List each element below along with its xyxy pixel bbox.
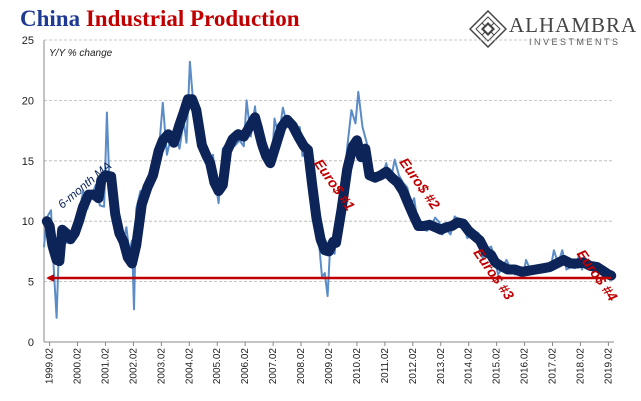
chart-title: China Industrial Production <box>20 6 300 32</box>
x-tick-label: 2010.02 <box>352 348 363 385</box>
x-tick-label: 2005.02 <box>212 348 223 385</box>
x-tick-label: 1999.02 <box>45 348 56 385</box>
x-tick-label: 2003.02 <box>156 348 167 385</box>
y-tick-label: 15 <box>22 156 34 168</box>
brand-subtitle: INVESTMENTS <box>529 37 621 47</box>
moving-average-line <box>41 94 617 281</box>
x-tick-label: 2011.02 <box>380 348 391 384</box>
x-tick-label: 2000.02 <box>73 348 84 385</box>
series <box>41 60 617 319</box>
x-tick-label: 2013.02 <box>436 348 447 385</box>
x-tick-label: 2012.02 <box>408 348 419 385</box>
x-tick-label: 2002.02 <box>128 348 139 385</box>
x-tick-label: 2019.02 <box>603 348 614 385</box>
title-part-1: China <box>20 6 86 31</box>
diamond-logo-icon <box>469 10 507 48</box>
brand-logo: ALHAMBRA INVESTMENTS <box>469 10 639 54</box>
axes: 0 5 10 15 20 25 1999.02 2000.02 2001.02 2002.02 20… <box>22 35 615 384</box>
y-tick-label: 5 <box>28 277 34 289</box>
y-tick-label: 20 <box>22 95 34 107</box>
x-tick-label: 2014.02 <box>464 348 475 385</box>
x-tick-label: 2016.02 <box>520 348 531 385</box>
x-tick-label: 2004.02 <box>184 348 195 385</box>
x-tick-label: 2015.02 <box>492 348 503 385</box>
x-tick-label: 2008.02 <box>296 348 307 385</box>
y-axis-label: Y/Y % change <box>49 48 113 59</box>
x-tick-label: 2006.02 <box>240 348 251 385</box>
x-tick-label: 2007.02 <box>268 348 279 385</box>
gridlines <box>44 39 614 283</box>
x-tick-label: 2001.02 <box>100 348 111 385</box>
title-part-2: Industrial Production <box>85 6 300 31</box>
y-tick-label: 10 <box>22 216 34 228</box>
y-tick-label: 25 <box>22 35 34 47</box>
x-tick-label: 2009.02 <box>324 348 335 385</box>
brand-name: ALHAMBRA <box>509 13 638 37</box>
x-tick-label: 2018.02 <box>575 348 586 385</box>
y-tick-label: 0 <box>28 337 34 349</box>
x-tick-label: 2017.02 <box>548 348 559 385</box>
